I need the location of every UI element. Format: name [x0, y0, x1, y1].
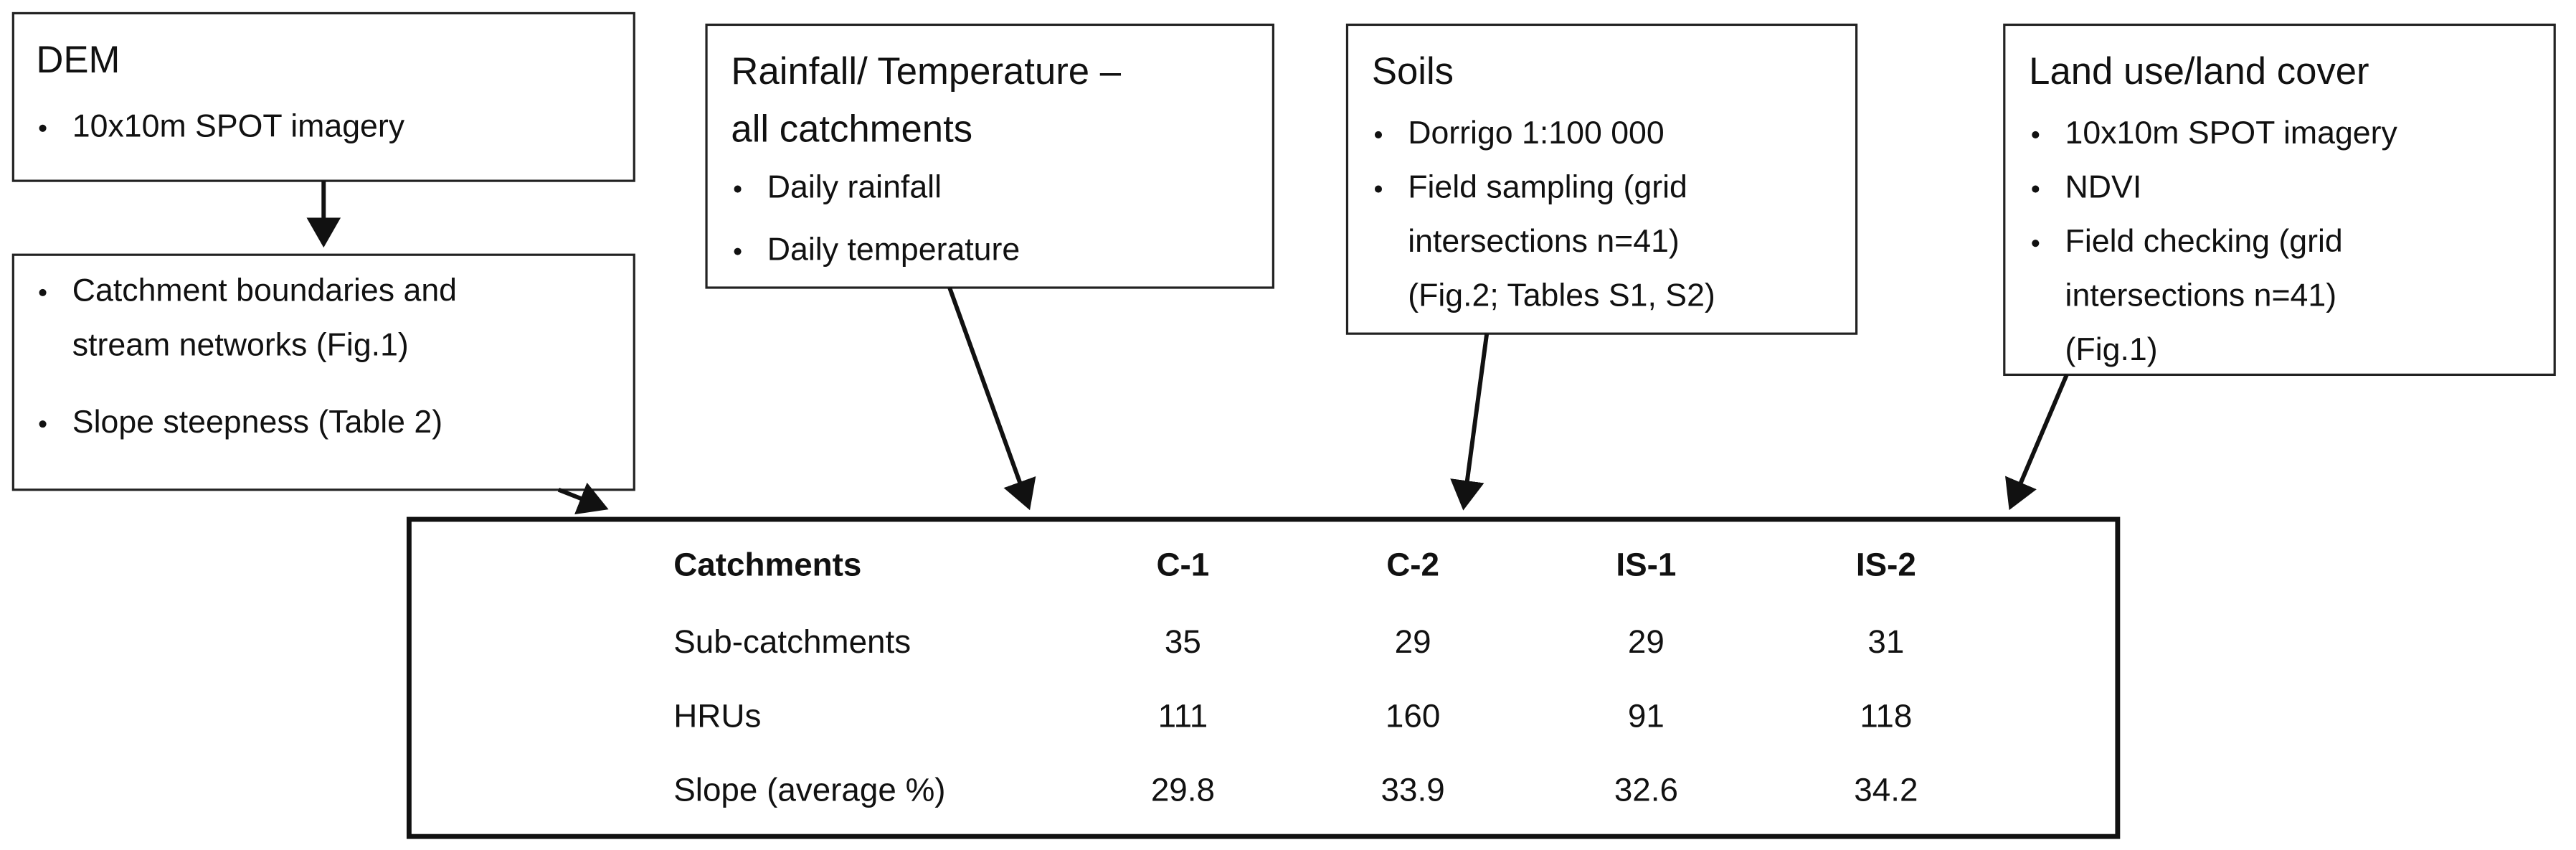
- box-title: Rainfall/ Temperature –: [731, 50, 1121, 93]
- bullet-text: Field checking (grid: [2065, 224, 2343, 259]
- bullet-dot: [39, 420, 47, 428]
- box-title: Land use/land cover: [2029, 50, 2369, 93]
- table-header: Catchments: [673, 547, 861, 583]
- table-cell: 33.9: [1381, 771, 1445, 808]
- box-title: all catchments: [731, 108, 972, 150]
- arrow: [947, 286, 1036, 511]
- bullet-dot: [39, 124, 47, 132]
- box-title: Soils: [1372, 50, 1454, 93]
- bullet-text: Dorrigo 1:100 000: [1408, 115, 1664, 151]
- bullet-text: Daily temperature: [767, 232, 1020, 267]
- bullet-dot: [2032, 131, 2040, 139]
- bullet-dot: [39, 288, 47, 296]
- arrow: [1450, 333, 1490, 511]
- land-use-box: [2003, 23, 2556, 377]
- bullet-text: NDVI: [2065, 169, 2142, 204]
- bullet-text: Daily rainfall: [767, 169, 942, 204]
- box-title: DEM: [36, 39, 120, 81]
- table-cell: 111: [1158, 697, 1208, 734]
- bullet-dot: [734, 247, 742, 255]
- bullet-dot: [2032, 185, 2040, 193]
- bullet-text: intersections n=41): [2065, 278, 2337, 313]
- bullet-dot: [1374, 131, 1383, 139]
- table-cell: 29: [1628, 623, 1665, 660]
- arrow: [2005, 374, 2069, 511]
- bullet-text: Field sampling (grid: [1408, 169, 1687, 204]
- table-cell: HRUs: [673, 697, 761, 734]
- bullet-text: (Fig.2; Tables S1, S2): [1408, 278, 1715, 313]
- bullet-text: Catchment boundaries and: [72, 273, 457, 308]
- table-cell: 91: [1628, 697, 1665, 734]
- table-cell: Sub-catchments: [673, 623, 911, 660]
- dem-box: [11, 11, 635, 182]
- bullet-dot: [2032, 240, 2040, 247]
- bullet-text: intersections n=41): [1408, 224, 1680, 259]
- table-cell: 31: [1867, 623, 1904, 660]
- table-cell: 160: [1386, 697, 1440, 734]
- bullet-dot: [1374, 185, 1383, 193]
- bullet-text: 10x10m SPOT imagery: [72, 109, 405, 144]
- table-cell: 34.2: [1854, 771, 1918, 808]
- bullet-dot: [734, 185, 742, 193]
- arrow: [557, 482, 609, 515]
- table-header: IS-2: [1856, 547, 1916, 583]
- table-cell: 35: [1165, 623, 1201, 660]
- soils-box: [1345, 23, 1858, 335]
- climate-box: [705, 23, 1274, 289]
- table-header: C-2: [1386, 547, 1439, 583]
- table-cell: 29.8: [1151, 771, 1215, 808]
- bullet-text: Slope steepness (Table 2): [72, 405, 442, 440]
- dem-outputs-box: [11, 253, 635, 491]
- table-cell: 118: [1860, 697, 1912, 734]
- table-header: IS-1: [1616, 547, 1676, 583]
- table-cell: 32.6: [1614, 771, 1678, 808]
- table-header: C-1: [1156, 547, 1209, 583]
- bullet-text: stream networks (Fig.1): [72, 327, 409, 362]
- table-cell: Slope (average %): [673, 771, 945, 808]
- bullet-text: (Fig.1): [2065, 332, 2158, 367]
- table-cell: 29: [1395, 623, 1431, 660]
- bullet-text: 10x10m SPOT imagery: [2065, 115, 2398, 151]
- table-box: [406, 516, 2121, 839]
